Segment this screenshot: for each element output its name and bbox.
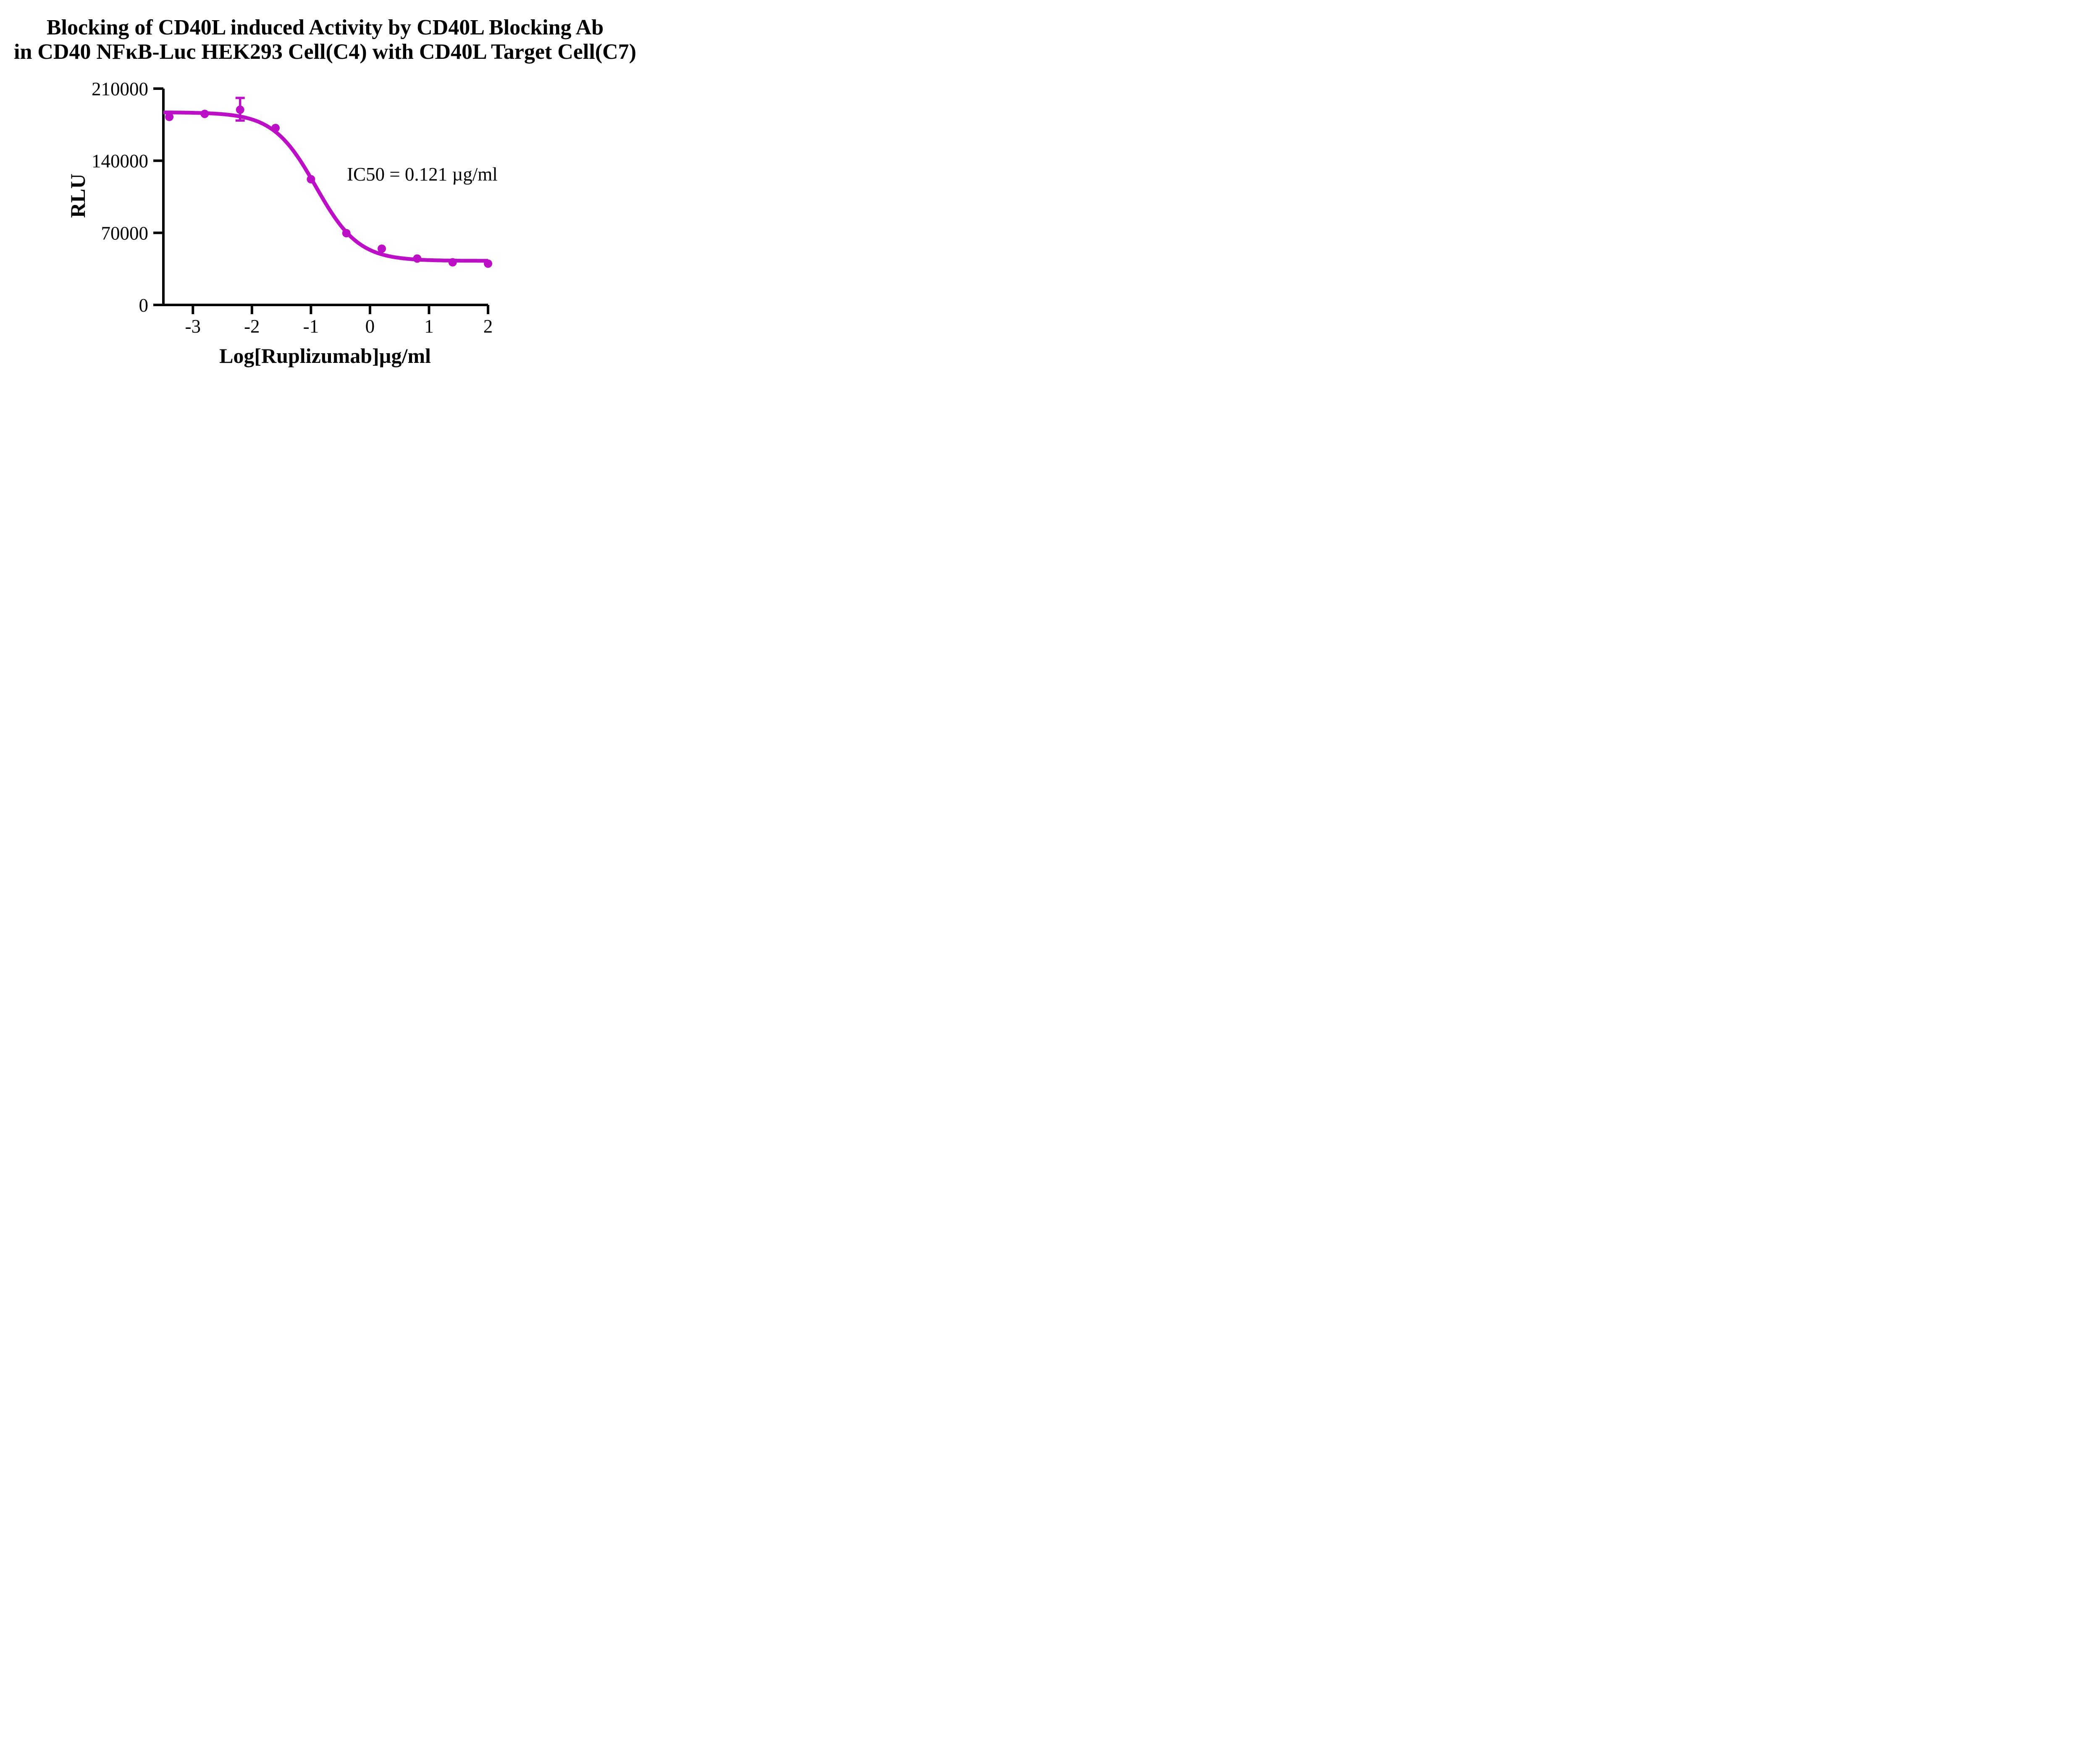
data-point [378,244,386,253]
x-tick-label: -1 [303,316,319,337]
data-point [342,229,351,238]
y-tick-label: 210000 [92,79,148,100]
dose-response-chart: 0 70000 140000 210000 -3 -2 -1 0 1 2 [92,79,493,337]
y-tick-label: 70000 [101,223,149,244]
data-point [271,123,280,132]
data-point [165,113,174,121]
x-tick-label: -2 [244,316,260,337]
dose-response-figure: Blocking of CD40L induced Activity by CD… [0,0,650,382]
x-tick-label: 1 [424,316,434,337]
chart-title-line2: in CD40 NFκB-Luc HEK293 Cell(C4) with CD… [14,40,636,64]
x-axis-label: Log[Ruplizumab]µg/ml [219,344,431,368]
data-point [448,258,457,267]
chart-title: Blocking of CD40L induced Activity by CD… [0,16,650,64]
y-tick-label: 140000 [92,151,148,172]
fit-curve [163,110,488,263]
data-point [236,105,244,114]
x-tick-label: 0 [365,316,375,337]
ic50-annotation: IC50 = 0.121 µg/ml [347,164,498,185]
x-tick-label: -3 [185,316,201,337]
data-point [307,175,315,184]
data-point [200,110,209,118]
y-axis-label: RLU [66,173,89,218]
chart-title-line1: Blocking of CD40L induced Activity by CD… [46,16,604,39]
data-point [484,259,492,268]
y-tick-label: 0 [139,295,149,316]
x-tick-label: 2 [483,316,493,337]
data-point [413,254,422,263]
